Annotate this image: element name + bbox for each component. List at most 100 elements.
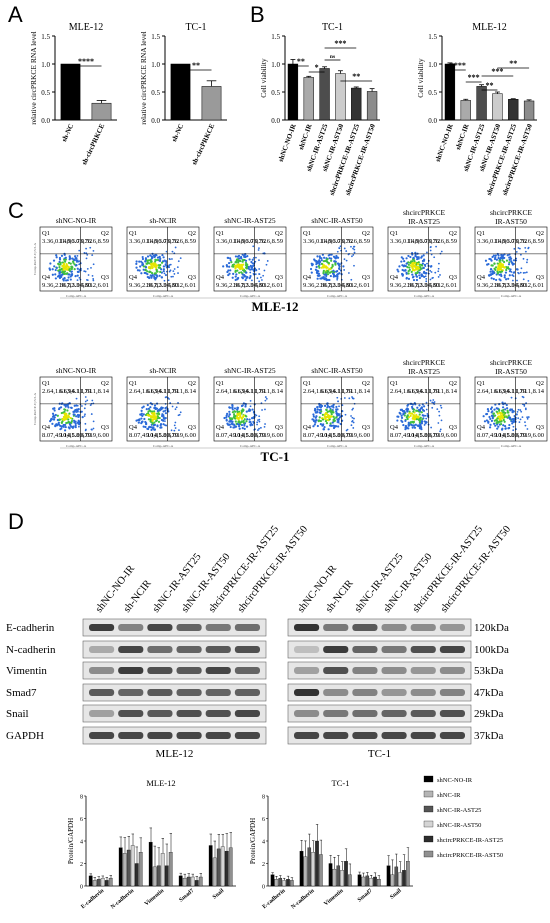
flow-event-dot [526, 258, 529, 261]
quadrant-value: 9.14,5.00,79.9,6.00 [233, 432, 283, 439]
flow-event-dot [140, 412, 143, 415]
bar [357, 874, 362, 887]
flow-event-dot [314, 416, 317, 419]
flow-event-dot [335, 416, 338, 419]
flow-event-dot [173, 424, 176, 427]
flow-event-dot [156, 412, 159, 415]
x-tick-label: Snail [389, 888, 403, 901]
flow-event-dot [507, 263, 511, 266]
flow-event-dot [493, 271, 496, 275]
flow-event-dot [517, 271, 519, 274]
flow-event-dot [324, 417, 327, 421]
flow-event-dot [494, 268, 497, 272]
molecular-weight-label: 29kDa [474, 708, 503, 720]
flow-event-dot [406, 410, 409, 413]
flow-event-dot [402, 257, 405, 260]
flow-event-dot [420, 428, 423, 431]
flow-event-dot [398, 411, 401, 414]
flow-event-dot [424, 275, 427, 278]
flow-event-dot [335, 410, 338, 413]
flow-event-dot [230, 261, 233, 264]
flow-event-dot [488, 257, 491, 261]
flow-event-dot [527, 416, 530, 418]
protein-band [234, 646, 260, 653]
flow-event-dot [64, 423, 67, 427]
y-tick-label: 8 [80, 795, 83, 801]
flow-event-dot [496, 267, 499, 270]
blot-strip [287, 704, 472, 723]
flow-event-dot [162, 406, 164, 409]
flow-event-dot [313, 423, 316, 426]
flow-event-dot [236, 413, 240, 416]
flow-event-dot [312, 413, 315, 416]
flow-plot-title: IR-AST25 [408, 367, 440, 376]
flow-event-dot [320, 262, 324, 265]
flow-event-dot [257, 429, 259, 431]
flow-event-dot [251, 258, 254, 261]
x-tick-label: E-cadherin [262, 887, 288, 910]
flow-event-dot [173, 273, 176, 275]
flow-event-dot [523, 403, 526, 406]
flow-event-dot [248, 258, 251, 261]
flow-event-dot [76, 270, 79, 273]
flow-event-dot [62, 262, 66, 265]
x-tick-label: Smad7 [357, 888, 374, 904]
flow-event-dot [173, 268, 176, 270]
flow-event-dot [228, 423, 232, 426]
flow-event-dot [73, 268, 76, 271]
flow-event-dot [92, 263, 95, 266]
flow-event-dot [432, 399, 435, 401]
protein-band [176, 624, 202, 631]
flow-event-dot [498, 409, 501, 412]
chart-title: MLE-12 [146, 778, 175, 788]
flow-event-dot [434, 271, 437, 274]
flow-event-dot [146, 403, 149, 407]
flow-event-dot [151, 419, 154, 422]
flow-event-dot [66, 272, 69, 275]
flow-event-dot [52, 259, 56, 262]
flow-event-dot [249, 271, 252, 274]
flow-x-axis-label: Comp-APC-A [327, 444, 348, 448]
flow-event-dot [414, 251, 417, 254]
flow-event-dot [504, 424, 507, 428]
flow-event-dot [499, 279, 502, 282]
flow-event-dot [172, 275, 174, 278]
flow-event-dot [412, 410, 415, 413]
quadrant-label: Q2 [449, 380, 457, 387]
quadrant-value: 9.36,2.36,82.3,5.93 [303, 282, 353, 289]
flow-event-dot [425, 417, 428, 420]
flow-event-dot [67, 418, 70, 421]
quadrant-value: 2.64,1.61,94.1,1.61 [303, 388, 353, 395]
flow-event-dot [174, 421, 177, 424]
flow-event-dot [75, 260, 78, 263]
flow-event-dot [146, 275, 149, 279]
flow-event-dot [258, 427, 260, 430]
flow-event-dot [68, 258, 71, 261]
flow-event-dot [153, 412, 156, 415]
flow-event-dot [513, 271, 516, 274]
flow-event-dot [174, 408, 177, 411]
flow-event-dot [487, 410, 490, 413]
flow-event-dot [517, 247, 520, 249]
flow-event-dot [316, 406, 319, 409]
flow-event-dot [510, 261, 514, 264]
flow-event-dot [422, 405, 426, 408]
flow-event-dot [161, 253, 164, 257]
flow-event-dot [232, 272, 235, 276]
protein-band [89, 710, 115, 717]
flow-event-dot [141, 255, 144, 259]
flow-event-dot [503, 276, 506, 279]
flow-event-dot [84, 400, 87, 403]
flow-event-dot [84, 396, 87, 398]
flow-event-dot [152, 426, 155, 429]
flow-event-dot [415, 416, 419, 419]
flow-event-dot [163, 420, 166, 423]
flow-event-dot [90, 413, 93, 415]
flow-event-dot [510, 396, 513, 399]
flow-event-dot [223, 416, 226, 420]
flow-event-dot [416, 406, 419, 409]
flow-event-dot [255, 414, 258, 417]
flow-event-dot [90, 266, 92, 269]
legend-label: shcircPRKCE-IR-AST25 [437, 837, 503, 844]
